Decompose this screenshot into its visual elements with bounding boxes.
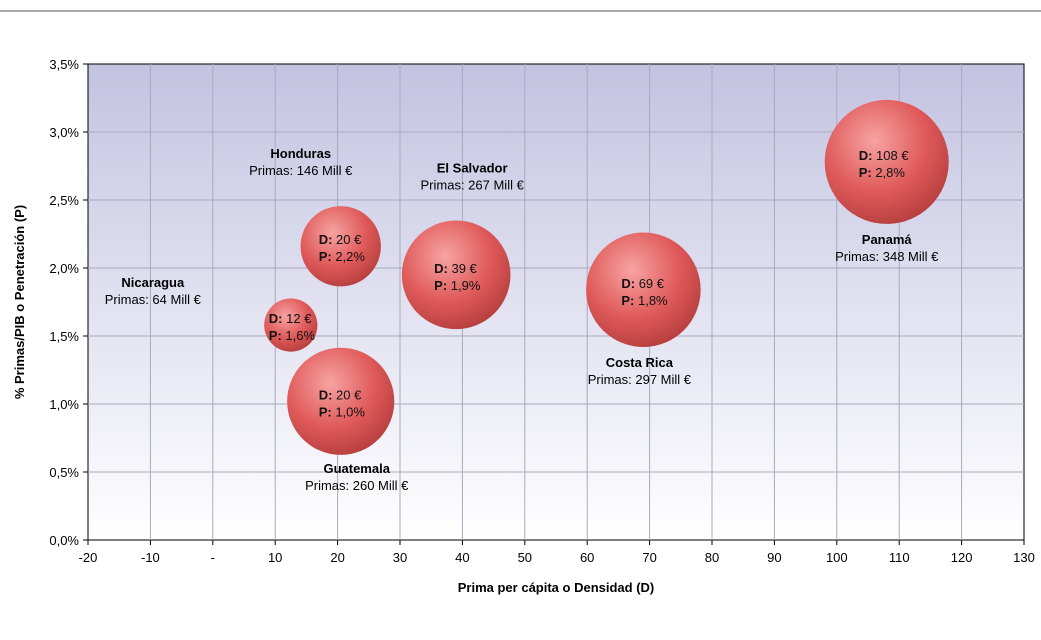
country-name: Costa Rica	[606, 355, 674, 370]
country-primas: Primas: 260 Mill €	[305, 478, 409, 493]
bubble-penetration-label: P: 2,8%	[859, 165, 906, 180]
bubble-series: D: 108 €P: 2,8%D: 69 €P: 1,8%D: 39 €P: 1…	[264, 99, 949, 455]
x-tick-label: 70	[642, 550, 656, 565]
bubble-density-label: D: 20 €	[319, 387, 362, 402]
y-tick-label: 0,5%	[49, 465, 79, 480]
x-tick-label: 20	[330, 550, 344, 565]
bubble-2: D: 69 €P: 1,8%	[586, 232, 701, 348]
density-key: D:	[859, 148, 873, 163]
y-tick-label: 1,5%	[49, 329, 79, 344]
x-tick-label: 80	[705, 550, 719, 565]
density-value: 108 €	[872, 148, 909, 163]
x-tick-label: -10	[141, 550, 160, 565]
density-value: 20 €	[332, 387, 362, 402]
bubble-circle	[300, 206, 381, 287]
country-primas: Primas: 146 Mill €	[249, 163, 353, 178]
bubble-penetration-label: P: 1,9%	[434, 278, 481, 293]
bubble-3: D: 39 €P: 1,9%	[401, 220, 511, 330]
country-label: Panamá Primas: 348 Mill €	[835, 232, 939, 264]
country-label: Nicaragua Primas: 64 Mill €	[105, 275, 202, 307]
penetration-key: P:	[859, 165, 872, 180]
country-name: Nicaragua	[121, 275, 185, 290]
y-axis-ticks: 0,0% 0,5% 1,0% 1,5% 2,0% 2,5% 3,0% 3,5%	[49, 57, 88, 548]
bubble-density-label: D: 108 €	[859, 148, 910, 163]
density-key: D:	[319, 387, 333, 402]
penetration-key: P:	[319, 249, 332, 264]
y-tick-label: 3,0%	[49, 125, 79, 140]
bubble-circle	[287, 347, 395, 455]
penetration-key: P:	[269, 328, 282, 343]
y-tick-label: 0,0%	[49, 533, 79, 548]
penetration-key: P:	[434, 278, 447, 293]
density-key: D:	[434, 261, 448, 276]
bubble-4: D: 20 €P: 1,0%	[287, 347, 395, 455]
country-name: El Salvador	[437, 160, 508, 175]
density-value: 39 €	[448, 261, 478, 276]
x-tick-label: 40	[455, 550, 469, 565]
penetration-value: 1,9%	[447, 278, 481, 293]
bubble-5: D: 20 €P: 2,2%	[300, 206, 381, 287]
penetration-value: 2,8%	[872, 165, 906, 180]
x-tick-label: 30	[393, 550, 407, 565]
density-value: 20 €	[332, 232, 362, 247]
bubble-density-label: D: 39 €	[434, 261, 477, 276]
y-axis-title: % Primas/PIB o Penetración (P)	[12, 205, 27, 399]
bubble-density-label: D: 12 €	[269, 311, 312, 326]
country-label: Honduras Primas: 146 Mill €	[249, 146, 353, 178]
x-axis-ticks: -20 -10-10 20 30 40 50 60 70 80 90 100 110 120 130	[79, 540, 1035, 565]
density-key: D:	[319, 232, 333, 247]
bubble-circle	[401, 220, 511, 330]
country-primas: Primas: 267 Mill €	[421, 177, 525, 192]
x-tick-label: 130	[1013, 550, 1035, 565]
country-label: Guatemala Primas: 260 Mill €	[305, 461, 409, 493]
country-name: Guatemala	[323, 461, 390, 476]
bubble-circle	[264, 298, 318, 352]
bubble-penetration-label: P: 1,0%	[319, 404, 366, 419]
bubble-penetration-label: P: 1,8%	[621, 293, 668, 308]
x-tick-label: 10	[268, 550, 282, 565]
bubble-density-label: D: 20 €	[319, 232, 362, 247]
country-label: Costa Rica Primas: 297 Mill €	[588, 355, 692, 387]
country-primas: Primas: 64 Mill €	[105, 292, 202, 307]
x-tick-label: 60	[580, 550, 594, 565]
x-tick-label: -	[211, 550, 215, 565]
penetration-key: P:	[621, 293, 634, 308]
country-primas: Primas: 348 Mill €	[835, 249, 939, 264]
country-primas: Primas: 297 Mill €	[588, 372, 692, 387]
y-tick-label: 2,5%	[49, 193, 79, 208]
country-labels: Panamá Primas: 348 Mill € Costa Rica Primas…	[105, 146, 939, 493]
country-name: Honduras	[270, 146, 331, 161]
x-tick-label: 50	[518, 550, 532, 565]
x-tick-label: -20	[79, 550, 98, 565]
penetration-value: 1,8%	[634, 293, 668, 308]
density-key: D:	[269, 311, 283, 326]
country-name: Panamá	[862, 232, 913, 247]
x-tick-label: 90	[767, 550, 781, 565]
density-value: 69 €	[635, 276, 665, 291]
bubble-penetration-label: P: 2,2%	[319, 249, 366, 264]
density-key: D:	[621, 276, 635, 291]
bubble-6: D: 12 €P: 1,6%	[264, 298, 318, 352]
x-tick-label: 110	[889, 550, 910, 565]
x-tick-label: 120	[951, 550, 973, 565]
y-tick-label: 1,0%	[49, 397, 79, 412]
y-tick-label: 2,0%	[49, 261, 79, 276]
bubble-density-label: D: 69 €	[621, 276, 664, 291]
penetration-key: P:	[319, 404, 332, 419]
x-tick-label: 100	[826, 550, 848, 565]
bubble-1: D: 108 €P: 2,8%	[824, 99, 949, 224]
density-value: 12 €	[283, 311, 313, 326]
bubble-penetration-label: P: 1,6%	[269, 328, 316, 343]
y-tick-label: 3,5%	[49, 57, 79, 72]
penetration-value: 1,0%	[332, 404, 366, 419]
bubble-circle	[586, 232, 701, 348]
penetration-value: 1,6%	[282, 328, 316, 343]
penetration-value: 2,2%	[332, 249, 366, 264]
bubble-circle	[824, 99, 949, 224]
x-axis-title: Prima per cápita o Densidad (D)	[458, 580, 655, 595]
country-label: El Salvador Primas: 267 Mill €	[421, 160, 525, 192]
